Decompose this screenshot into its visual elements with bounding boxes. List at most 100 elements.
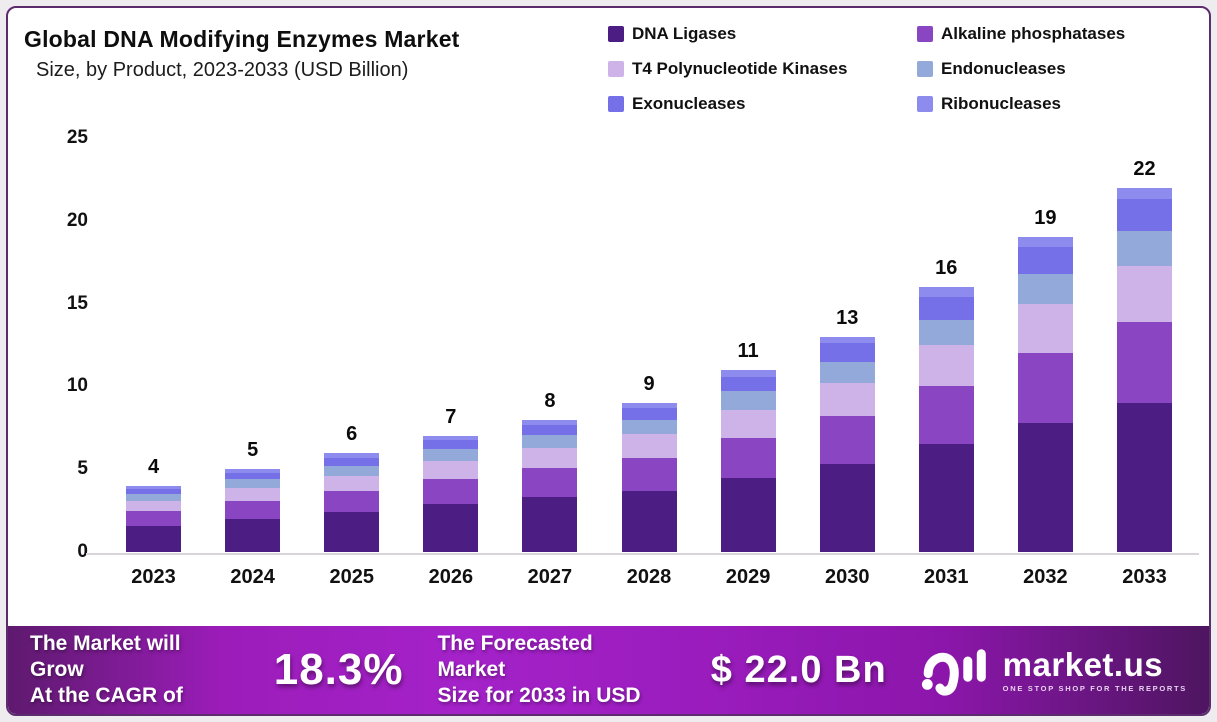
y-tick-15: 15 (66, 292, 88, 314)
legend-item-endonucleases: Endonucleases (917, 59, 1200, 79)
cagr-label-line1: The Market will Grow (30, 631, 181, 681)
bar-segment-exonucleases-2025 (324, 457, 380, 467)
x-label-2030: 2030 (824, 566, 870, 588)
legend-label: Ribonucleases (941, 94, 1061, 113)
bar-segment-t4-polynucleotide-kinases-2026 (423, 461, 479, 480)
bar-segment-alkaline-phosphatases-2029 (720, 437, 776, 478)
legend-label: Alkaline phosphatases (941, 24, 1126, 43)
legend-item-dna-ligases: DNA Ligases (608, 24, 913, 44)
bar-stack-2027 (522, 419, 578, 552)
legend-item-exonucleases: Exonucleases (608, 94, 913, 114)
bar-total-label-2029: 11 (737, 339, 759, 362)
bar-segment-ribonucleases-2024 (225, 469, 281, 473)
bar-segment-endonucleases-2027 (522, 434, 578, 448)
legend-item-alkaline-phosphatases: Alkaline phosphatases (917, 24, 1200, 44)
x-label-2027: 2027 (527, 566, 573, 588)
x-axis-line (86, 553, 1199, 555)
bar-group-2024: 5 (203, 128, 302, 552)
bar-segment-alkaline-phosphatases-2032 (1017, 353, 1073, 423)
y-tick-10: 10 (66, 375, 88, 397)
chart-legend: DNA Ligases Alkaline phosphatases T4 Polyn… (608, 24, 1200, 114)
bar-segment-alkaline-phosphatases-2027 (522, 467, 578, 498)
bar-stack-2026 (423, 436, 479, 552)
bar-segment-exonucleases-2031 (918, 297, 974, 321)
bar-segment-alkaline-phosphatases-2024 (225, 500, 281, 519)
legend-swatch-icon (608, 61, 624, 77)
bar-segment-alkaline-phosphatases-2030 (819, 416, 875, 465)
forecast-label-line1: The Forecasted Market (437, 631, 593, 681)
x-label-2023: 2023 (131, 566, 176, 588)
legend-swatch-icon (917, 26, 933, 42)
forecast-label-line2: Size for 2033 in USD (437, 684, 641, 708)
bar-segment-dna-ligases-2024 (225, 518, 281, 552)
bar-segment-ribonucleases-2023 (126, 485, 182, 489)
bar-segment-ribonucleases-2028 (621, 402, 677, 408)
bar-segment-endonucleases-2031 (918, 320, 974, 346)
bar-segment-exonucleases-2024 (225, 472, 281, 480)
bar-group-2029: 11 (699, 128, 798, 552)
bar-segment-dna-ligases-2031 (918, 444, 974, 552)
x-label-2029: 2029 (725, 566, 771, 588)
bar-segment-ribonucleases-2025 (324, 452, 380, 458)
logo-text: market.us (1002, 645, 1164, 683)
bar-segment-dna-ligases-2026 (423, 504, 479, 552)
legend-label: Exonucleases (632, 94, 746, 113)
bar-segment-exonucleases-2032 (1017, 247, 1073, 274)
bar-segment-t4-polynucleotide-kinases-2028 (621, 434, 677, 458)
bar-group-2025: 6 (302, 128, 401, 552)
bar-segment-dna-ligases-2032 (1017, 422, 1073, 552)
bar-total-label-2031: 16 (935, 257, 958, 280)
bar-segment-endonucleases-2026 (423, 449, 479, 462)
page-title: Global DNA Modifying Enzymes Market (24, 26, 460, 52)
forecast-label: The Forecasted Market Size for 2033 in U… (437, 631, 652, 710)
bar-total-label-2028: 9 (643, 372, 655, 395)
bar-segment-exonucleases-2030 (819, 343, 875, 362)
bar-stack-2030 (819, 336, 875, 552)
bar-stack-2031 (918, 287, 974, 552)
x-label-2032: 2032 (1023, 566, 1068, 588)
x-label-2028: 2028 (626, 566, 672, 588)
bar-segment-endonucleases-2028 (621, 419, 677, 435)
bar-segment-alkaline-phosphatases-2025 (324, 490, 380, 513)
bar-segment-dna-ligases-2030 (819, 464, 875, 552)
bar-segment-t4-polynucleotide-kinases-2030 (819, 383, 875, 417)
x-label-2025: 2025 (329, 566, 374, 588)
bar-segment-ribonucleases-2031 (918, 287, 974, 298)
bar-segment-t4-polynucleotide-kinases-2027 (522, 447, 578, 468)
legend-label: T4 Polynucleotide Kinases (632, 59, 848, 78)
plot-area: 4 5 6 7 8 9 11 13 16 19 22 (104, 128, 1194, 552)
bar-group-2027: 8 (500, 128, 599, 552)
marketus-logo-icon (921, 649, 986, 696)
bar-total-label-2025: 6 (346, 422, 358, 445)
bar-segment-alkaline-phosphatases-2026 (423, 479, 479, 504)
title-block: Global DNA Modifying Enzymes Market Size… (24, 26, 460, 82)
bar-group-2031: 16 (897, 128, 996, 552)
y-tick-25: 25 (66, 127, 88, 148)
bar-total-label-2026: 7 (445, 406, 457, 429)
bar-total-label-2024: 5 (247, 439, 259, 462)
bar-stack-2029 (720, 369, 776, 552)
bar-total-label-2027: 8 (544, 389, 556, 412)
bar-segment-alkaline-phosphatases-2028 (621, 457, 677, 491)
bar-segment-ribonucleases-2029 (720, 369, 776, 377)
bar-stack-2025 (324, 452, 380, 552)
bar-segment-exonucleases-2023 (126, 488, 182, 495)
bar-segment-dna-ligases-2029 (720, 477, 776, 552)
bar-segment-exonucleases-2033 (1116, 199, 1172, 231)
bar-group-2032: 19 (996, 128, 1095, 552)
bar-total-label-2023: 4 (147, 455, 160, 478)
legend-label: DNA Ligases (632, 24, 737, 43)
summary-banner: The Market will Grow At the CAGR of 18.3… (8, 626, 1209, 714)
bar-segment-t4-polynucleotide-kinases-2033 (1116, 265, 1172, 322)
legend-item-t4-polynucleotide-kinases: T4 Polynucleotide Kinases (608, 59, 913, 79)
cagr-label-line2: At the CAGR of (30, 684, 183, 708)
bar-segment-dna-ligases-2023 (126, 525, 182, 552)
bar-total-label-2030: 13 (836, 306, 859, 329)
bar-segment-alkaline-phosphatases-2033 (1116, 321, 1172, 403)
chart-card: Global DNA Modifying Enzymes Market Size… (6, 6, 1211, 716)
forecast-value: $ 22.0 Bn (710, 648, 887, 691)
bar-segment-t4-polynucleotide-kinases-2029 (720, 409, 776, 438)
bar-group-2033: 22 (1095, 128, 1194, 552)
x-label-2024: 2024 (230, 566, 275, 588)
bar-group-2028: 9 (599, 128, 698, 552)
